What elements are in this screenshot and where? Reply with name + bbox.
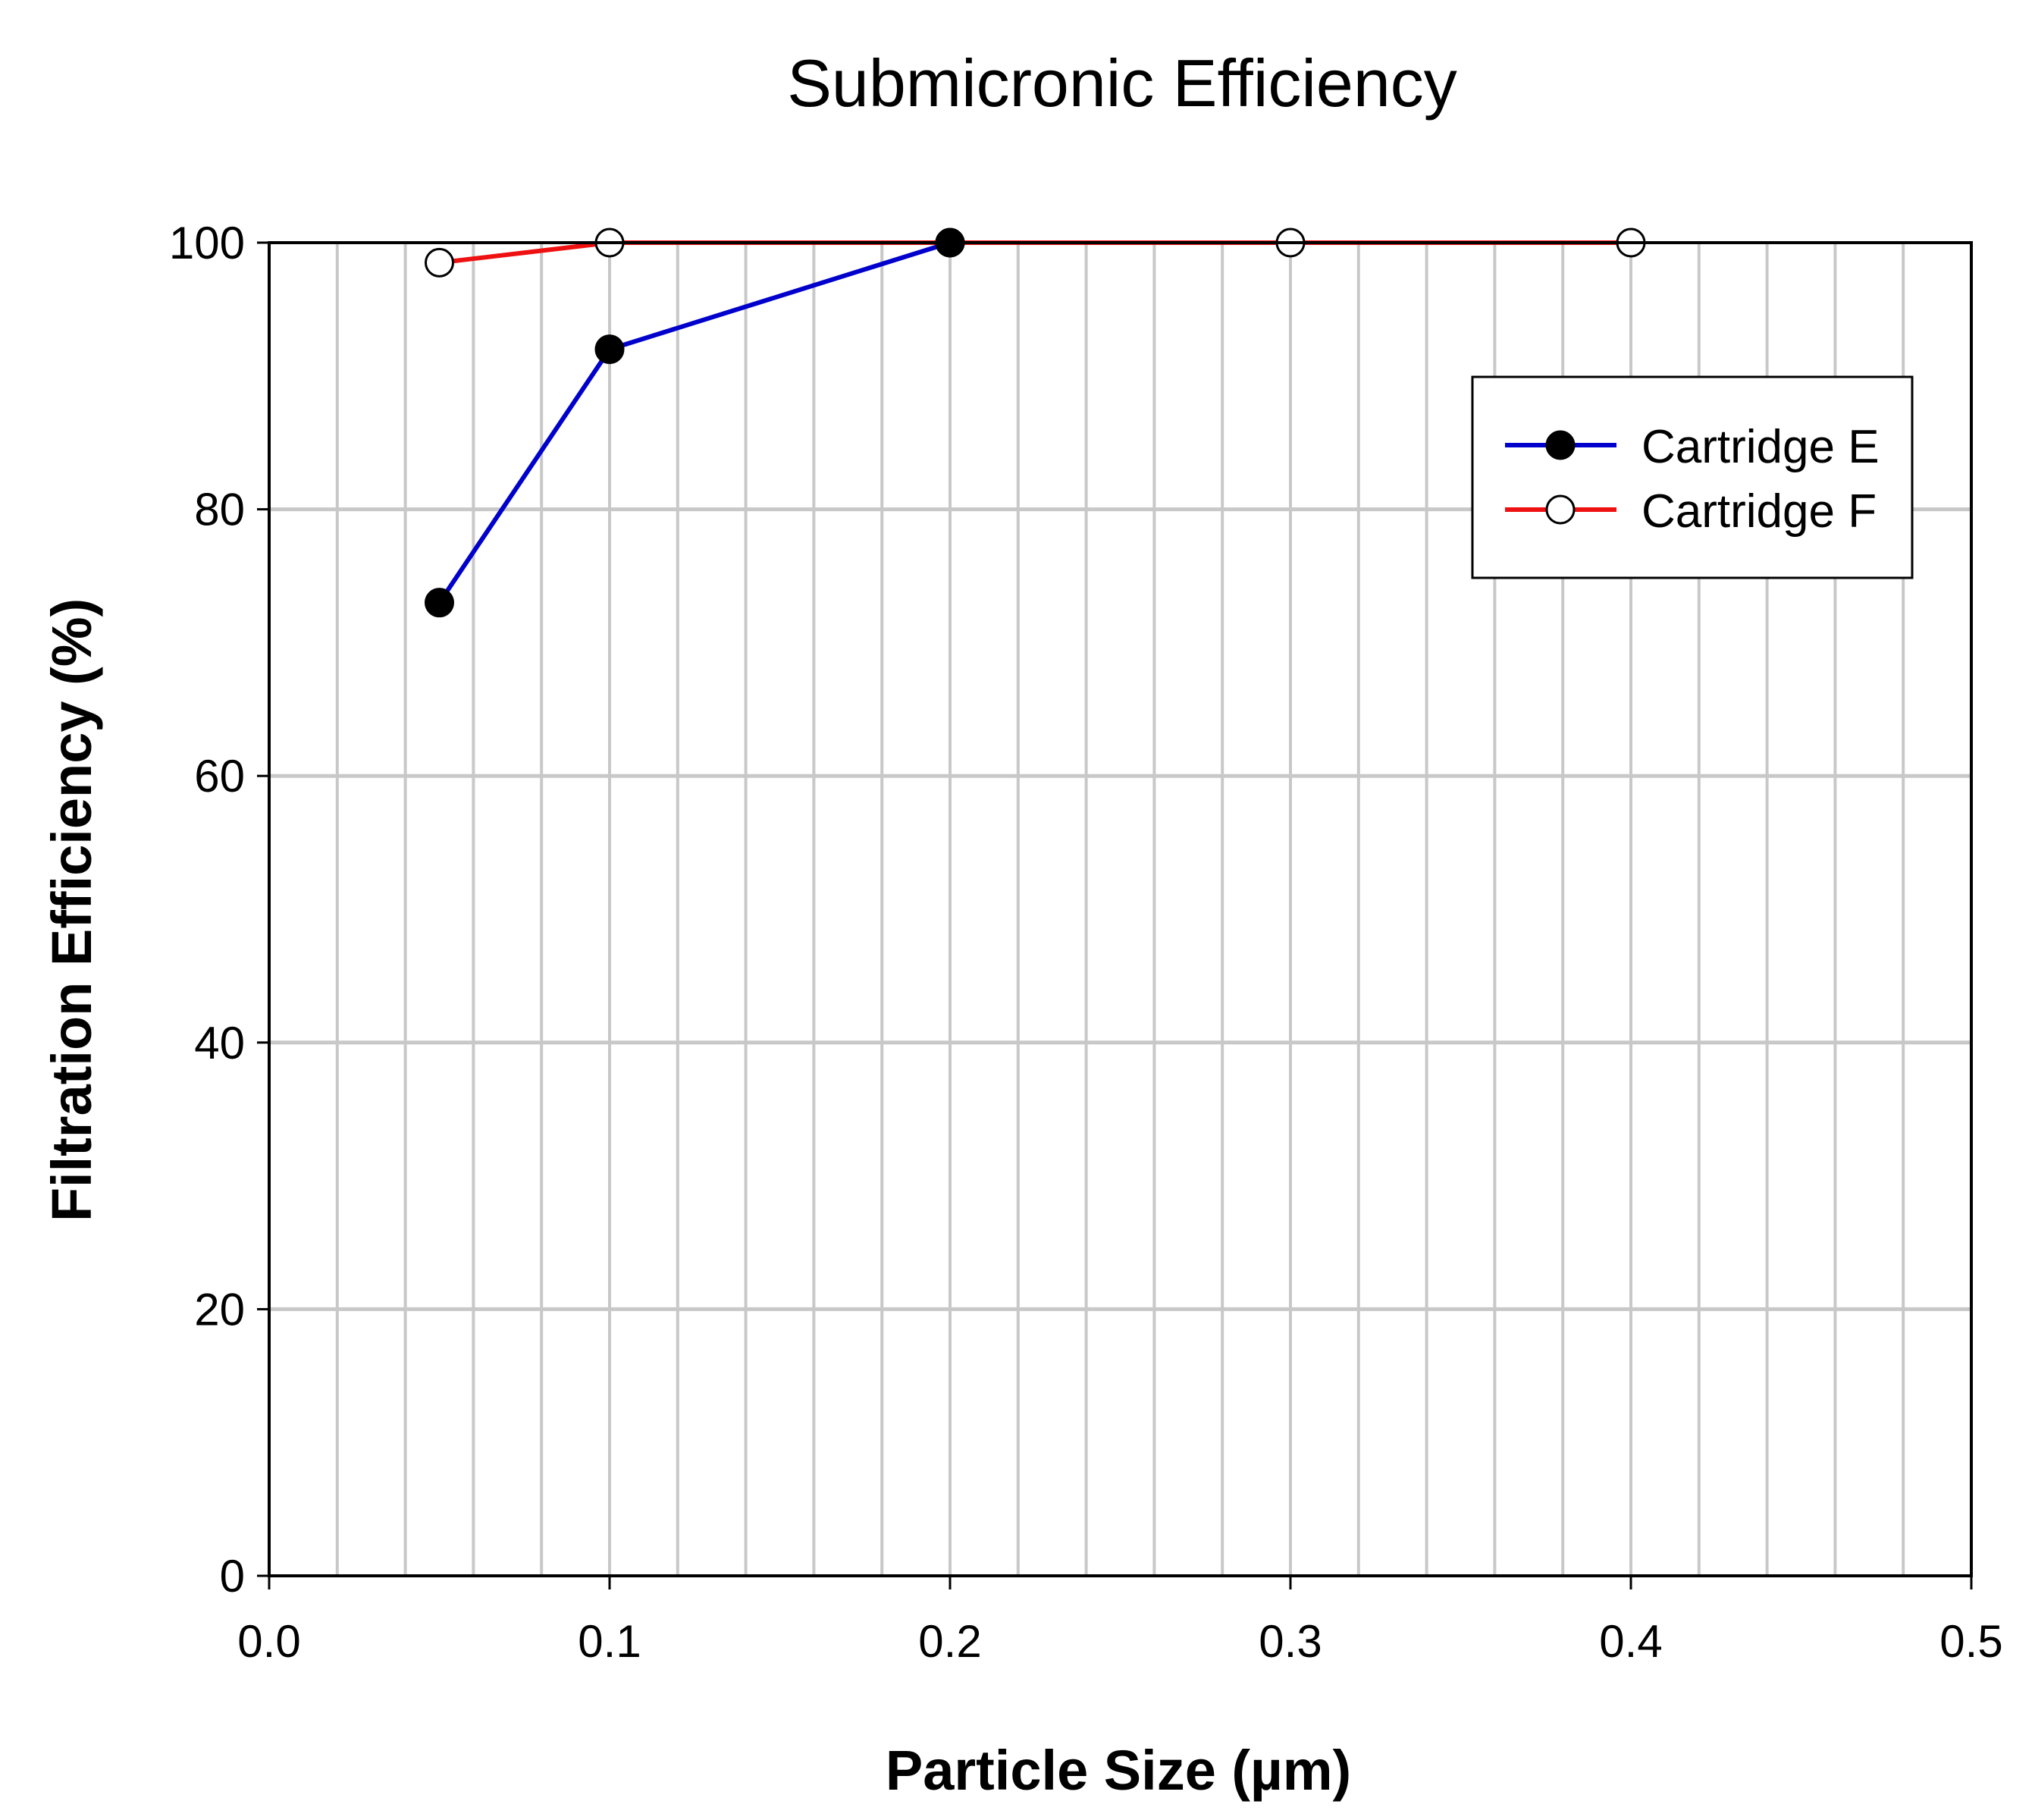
axis-ticks: 0 20 40 60 80 100 0.0 0.1 0.2 0.3 0.4 0.5 <box>169 218 2003 1667</box>
y-tick-label: 40 <box>194 1018 245 1068</box>
data-point-cartridge-e <box>425 588 454 618</box>
plot-area-frame <box>268 241 1973 1577</box>
x-tick-label: 0.4 <box>1599 1616 1662 1667</box>
legend-marker-cartridge-f <box>1545 494 1576 525</box>
x-axis-label: Particle Size (µm) <box>886 1739 1351 1802</box>
legend-box <box>1471 375 1914 579</box>
y-tick-label: 60 <box>194 751 245 802</box>
y-tick-label: 0 <box>220 1551 245 1602</box>
y-tick-label: 80 <box>194 485 245 535</box>
x-tick-label: 0.0 <box>237 1616 300 1667</box>
grid <box>269 243 1971 1576</box>
x-tick-label: 0.2 <box>918 1616 981 1667</box>
legend: Cartridge E Cartridge F <box>1471 375 1914 579</box>
x-tick-label: 0.5 <box>1939 1616 2002 1667</box>
data-point-cartridge-f <box>425 247 454 278</box>
x-tick-label: 0.1 <box>578 1616 641 1667</box>
legend-marker-cartridge-e <box>1545 430 1576 460</box>
x-tick-label: 0.3 <box>1259 1616 1322 1667</box>
legend-label-cartridge-f: Cartridge F <box>1641 485 1877 538</box>
y-tick-label: 100 <box>169 218 245 268</box>
chart-title: Submicronic Efficiency <box>787 46 1457 121</box>
y-axis-label: Filtration Efficiency (%) <box>40 598 103 1222</box>
legend-label-cartridge-e: Cartridge E <box>1641 421 1880 473</box>
y-tick-label: 20 <box>194 1284 245 1335</box>
data-point-cartridge-e <box>594 334 625 365</box>
